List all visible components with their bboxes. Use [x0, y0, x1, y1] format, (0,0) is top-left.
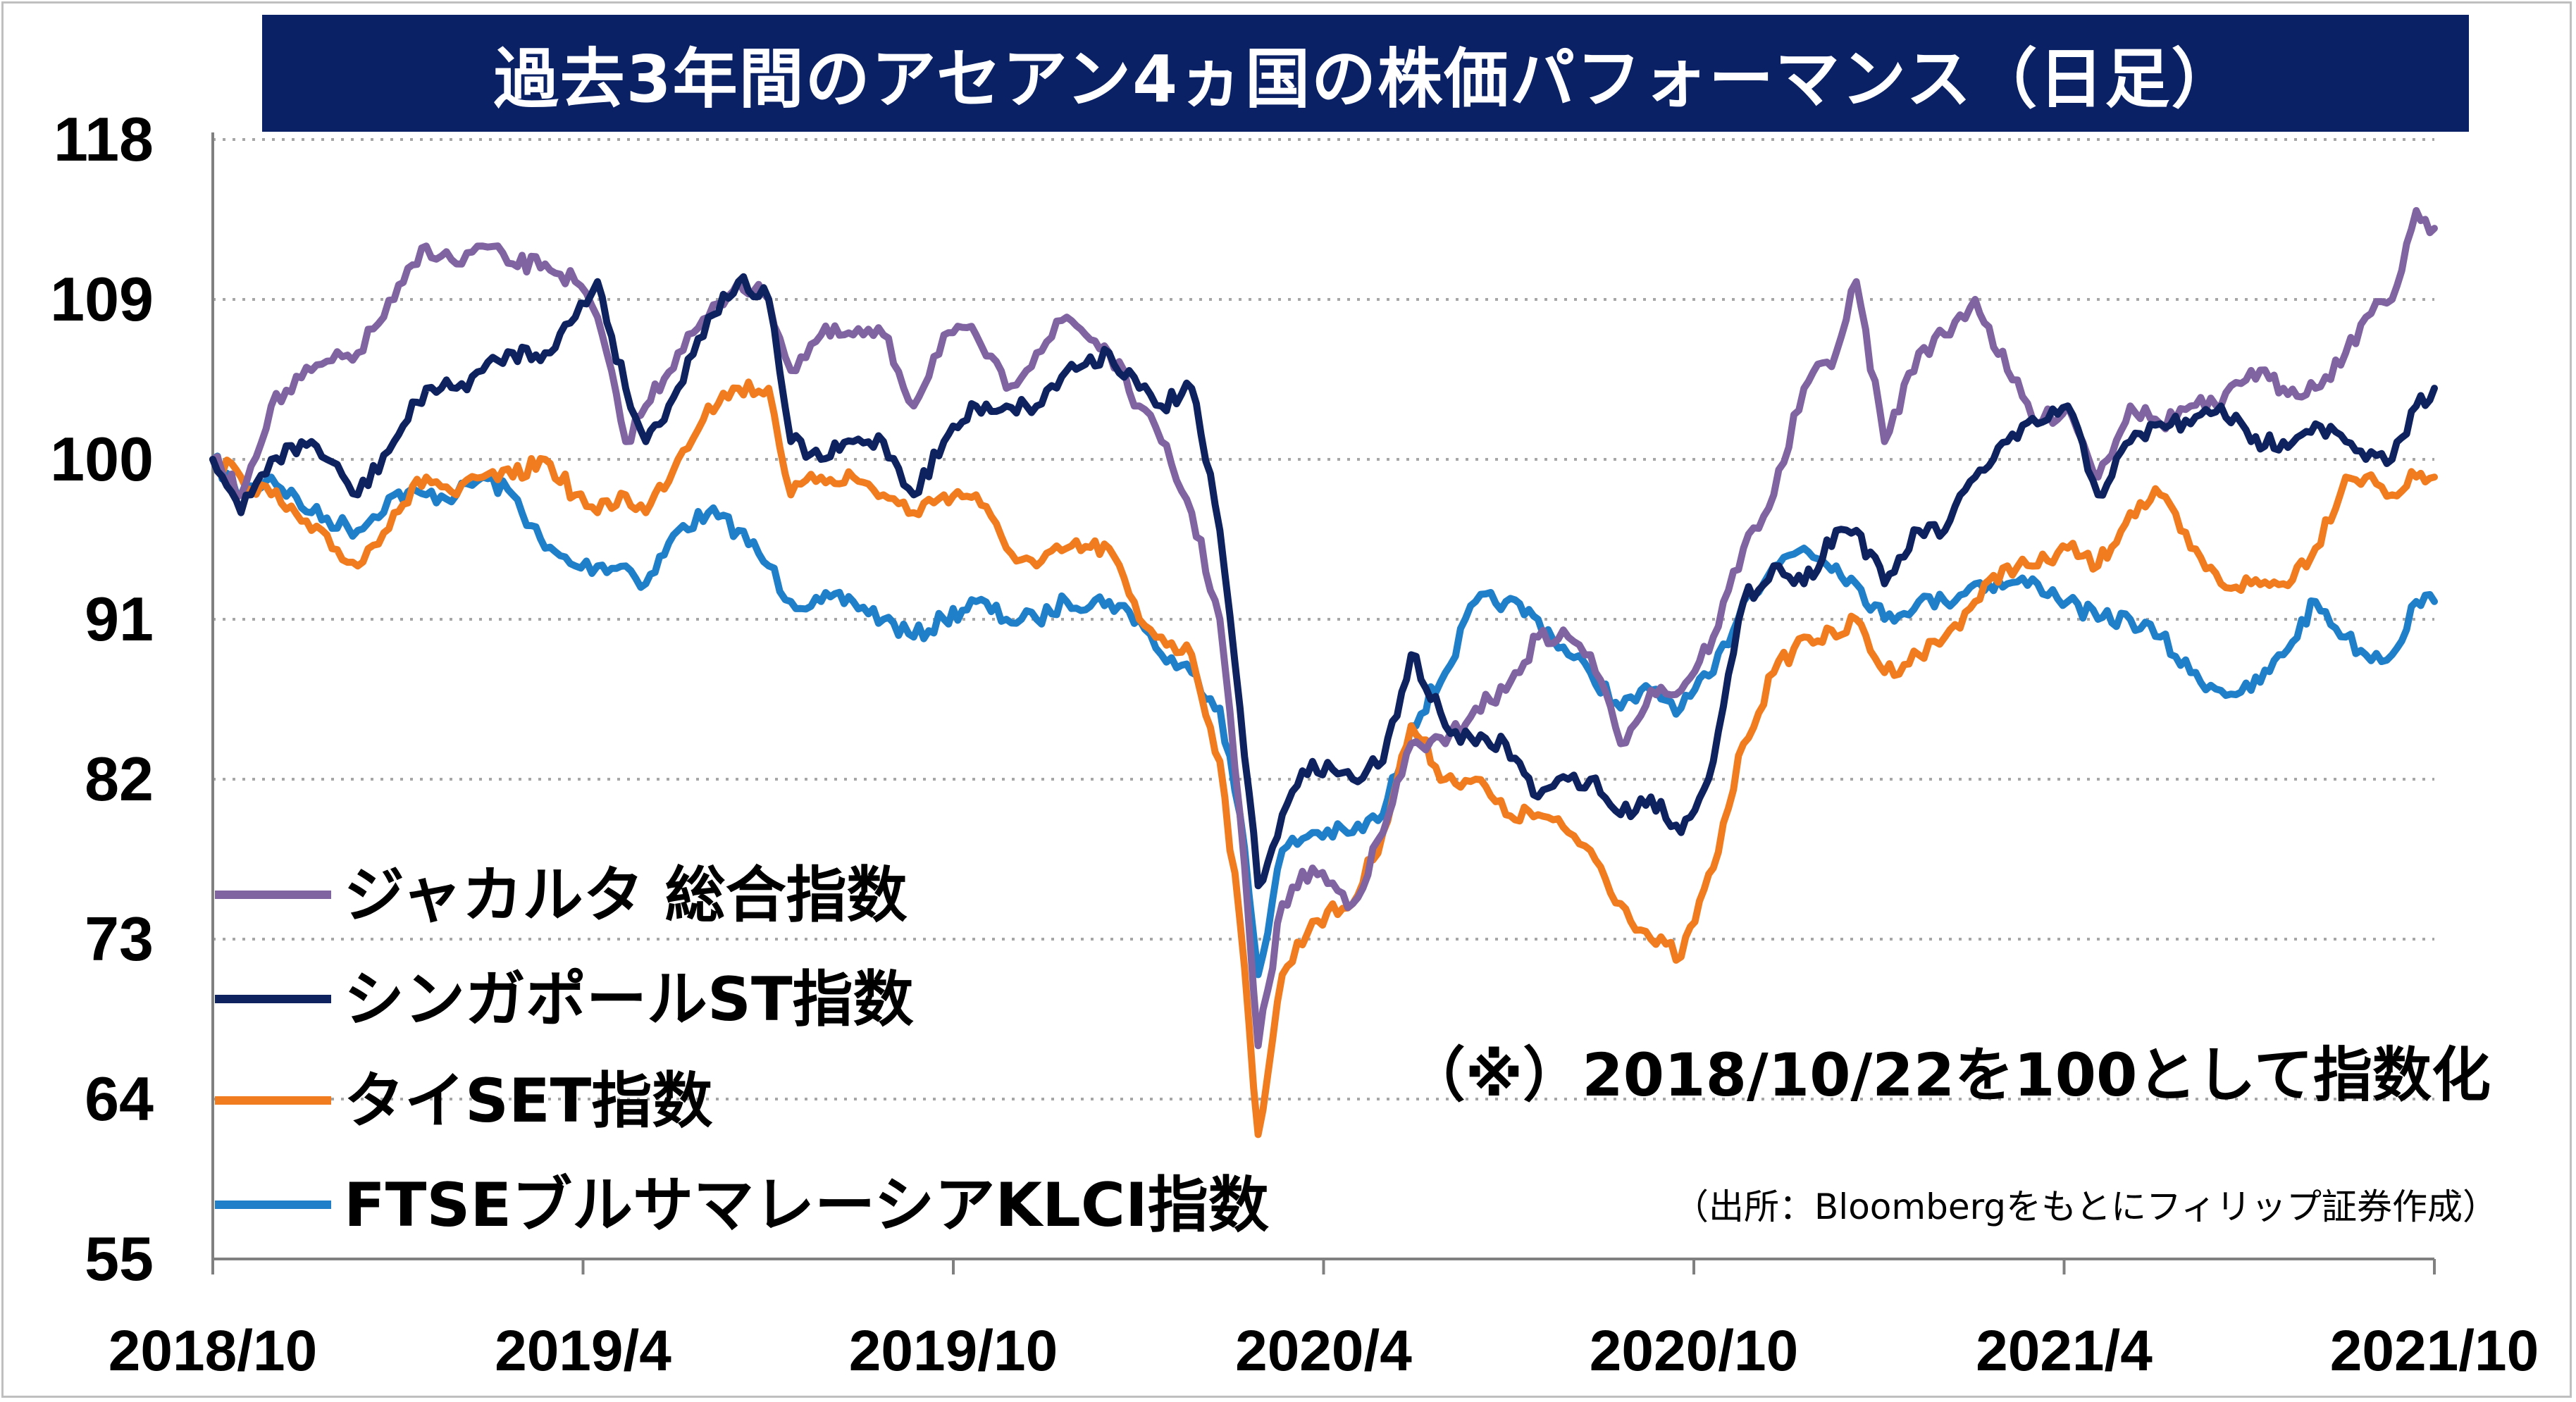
- x-tick-label: 2021/10: [2330, 1319, 2539, 1383]
- legend-label: シンガポールST指数: [344, 964, 914, 1035]
- title-banner: 過去3年間のアセアン4ヵ国の株価パフォーマンス（日足）: [262, 15, 2469, 132]
- y-tick-label: 118: [54, 104, 154, 174]
- y-tick-label: 100: [50, 424, 154, 494]
- x-tick-label: 2020/10: [1590, 1319, 1798, 1383]
- x-tick-label: 2019/4: [495, 1319, 671, 1383]
- x-tick-label: 2019/10: [849, 1319, 1058, 1383]
- series-line-2: [209, 378, 2438, 1139]
- index-base-note: （※）2018/10/22を100として指数化: [1406, 1041, 2491, 1110]
- x-axis-ticks: 2018/10 2019/4 2019/10 2020/4 2020/10 2021/4 2…: [109, 1259, 2539, 1383]
- x-tick-label: 2018/10: [109, 1319, 317, 1383]
- y-axis-ticks: 118 109 100 91 82 73 64 55: [50, 104, 154, 1294]
- legend-label: FTSEブルサマレーシアKLCI指数: [344, 1170, 1269, 1241]
- legend-label: ジャカルタ 総合指数: [344, 860, 908, 931]
- y-tick-label: 64: [85, 1064, 154, 1134]
- series-line-3: [209, 452, 2438, 979]
- series-lines: [209, 206, 2438, 1139]
- y-tick-label: 109: [50, 264, 154, 334]
- y-tick-label: 91: [85, 584, 154, 654]
- y-tick-label: 73: [85, 904, 154, 974]
- series-line-1: [209, 273, 2438, 890]
- source-note: （出所：Bloombergをもとにフィリップ証券作成）: [1673, 1186, 2498, 1227]
- x-tick-label: 2020/4: [1235, 1319, 1412, 1383]
- legend-label: タイSET指数: [344, 1066, 712, 1136]
- y-tick-label: 55: [85, 1224, 154, 1294]
- y-tick-label: 82: [85, 744, 154, 814]
- chart-title: 過去3年間のアセアン4ヵ国の株価パフォーマンス（日足）: [493, 41, 2238, 117]
- x-tick-label: 2021/4: [1976, 1319, 2153, 1383]
